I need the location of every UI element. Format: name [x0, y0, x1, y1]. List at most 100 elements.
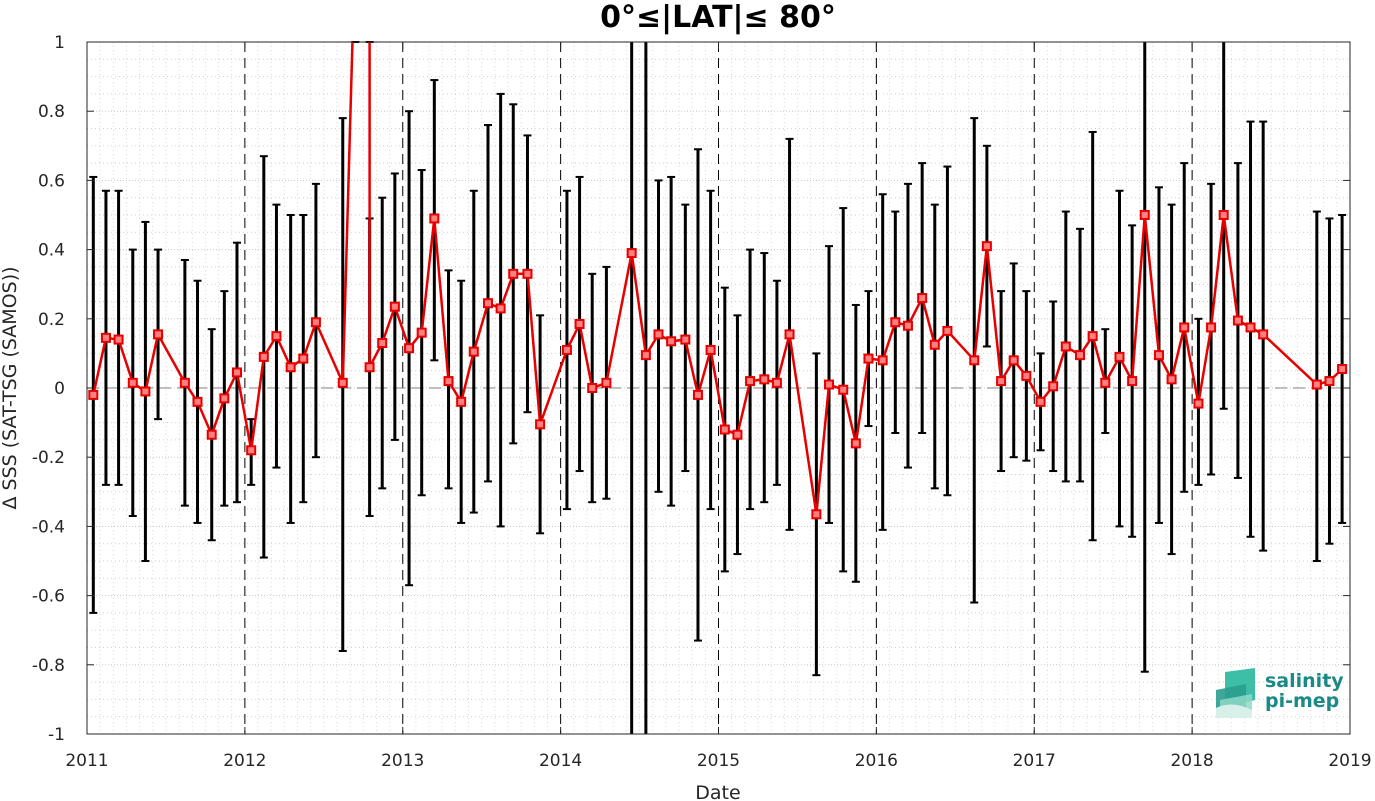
series-marker: [705, 344, 716, 355]
series-marker: [88, 389, 99, 400]
series-marker: [942, 325, 953, 336]
series-marker: [784, 329, 795, 340]
x-tick-label: 2013: [381, 751, 424, 771]
series-marker: [1337, 363, 1348, 374]
y-tick-labels: -1 -0.8 -0.6 -0.4 -0.2 0 0.2 0.4 0.6 0.8 1: [32, 33, 65, 745]
series-marker: [310, 317, 321, 328]
series-marker: [100, 332, 111, 343]
series-marker: [666, 336, 677, 347]
y-tick-label: -0.2: [32, 448, 65, 468]
y-tick-label: -1: [48, 725, 65, 745]
series-marker: [1087, 331, 1098, 342]
x-tick-label: 2017: [1013, 751, 1056, 771]
series-marker: [192, 396, 203, 407]
series-marker: [917, 293, 928, 304]
chart-title: 0°≤|LAT|≤ 80°: [600, 0, 836, 35]
series-marker: [587, 383, 598, 393]
series-marker: [219, 393, 230, 404]
series-marker: [1206, 322, 1217, 333]
series-marker: [1245, 322, 1256, 333]
y-tick-label: 0.6: [38, 171, 65, 191]
x-tick-label: 2011: [65, 751, 108, 771]
series-marker: [745, 376, 756, 387]
error-bar: [1140, 42, 1149, 673]
series-marker: [522, 268, 533, 279]
y-tick-label: -0.8: [32, 656, 65, 676]
series-marker: [140, 386, 151, 397]
series-marker: [902, 320, 913, 331]
series-marker: [680, 334, 691, 345]
series-marker: [1232, 315, 1243, 326]
series-marker: [483, 298, 494, 309]
y-tick-label: 1: [54, 33, 65, 53]
series-marker: [127, 377, 138, 388]
series-marker: [404, 343, 415, 354]
x-axis-title: Date: [695, 782, 740, 801]
y-tick-label: 0.8: [38, 102, 65, 122]
series-marker: [692, 389, 703, 400]
series-marker: [719, 424, 730, 435]
series-marker: [824, 379, 835, 390]
series-marker: [561, 344, 572, 355]
series-marker: [732, 429, 743, 440]
series-marker: [337, 377, 348, 388]
series-marker: [996, 376, 1007, 387]
series-marker: [1311, 379, 1322, 390]
axes: [86, 41, 1351, 735]
series-marker: [179, 377, 190, 388]
series-marker: [495, 303, 506, 314]
x-tick-labels: 2011 2012 2013 2014 2015 2016 2017 2018 2019: [65, 751, 1371, 771]
y-tick-label: -0.4: [32, 517, 65, 537]
series-marker: [969, 355, 980, 366]
series-marker: [1139, 210, 1150, 220]
series-marker: [246, 445, 257, 456]
series-marker: [285, 362, 296, 373]
series-marker: [626, 248, 637, 259]
series-marker: [153, 329, 164, 340]
series-marker: [640, 350, 651, 361]
series-marker: [929, 339, 940, 350]
x-tick-label: 2014: [539, 751, 582, 771]
series-marker: [1166, 374, 1177, 385]
logo-mark: [1216, 668, 1255, 718]
x-tick-label: 2019: [1328, 751, 1371, 771]
series-marker: [1048, 381, 1059, 392]
series-marker: [113, 334, 124, 345]
series-path: [92, 42, 1343, 515]
series-marker: [1218, 210, 1229, 220]
series-marker: [601, 377, 612, 388]
series-marker: [850, 438, 861, 449]
series-marker: [271, 331, 282, 342]
x-tick-label: 2015: [697, 751, 740, 771]
series-marker: [364, 362, 375, 373]
logo-line1: salinity: [1265, 670, 1344, 692]
series-marker: [206, 429, 217, 440]
salinity-pi-mep-logo: salinity pi-mep: [1216, 668, 1344, 718]
series-marker: [298, 353, 309, 364]
y-tick-label: 0.4: [38, 241, 65, 261]
series-marker: [377, 338, 388, 349]
series-marker: [389, 301, 400, 312]
series-marker: [429, 213, 440, 224]
series-marker: [1193, 398, 1204, 409]
series-marker: [1127, 376, 1138, 387]
series-marker: [258, 351, 269, 362]
series-marker: [759, 374, 770, 385]
series-marker: [443, 376, 454, 387]
series-marker: [653, 329, 664, 340]
series-marker: [456, 396, 467, 407]
series-marker: [1153, 350, 1164, 361]
series-marker: [1075, 350, 1086, 361]
series-marker: [1324, 376, 1335, 387]
series-marker: [1021, 370, 1032, 381]
y-tick-label: 0: [54, 379, 65, 399]
series-marker: [535, 419, 546, 430]
series-marker: [863, 353, 874, 364]
x-tick-label: 2012: [223, 751, 266, 771]
series-marker: [1258, 329, 1269, 340]
series-marker: [231, 367, 242, 378]
series-marker: [890, 317, 901, 328]
series-marker: [811, 509, 822, 520]
x-tick-label: 2016: [855, 751, 898, 771]
